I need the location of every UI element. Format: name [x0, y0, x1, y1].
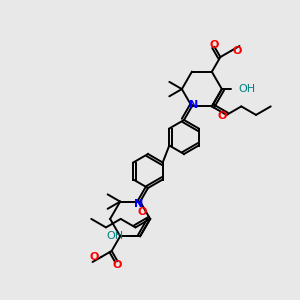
Text: O: O — [218, 111, 227, 121]
Text: N: N — [189, 100, 198, 110]
Text: N: N — [134, 199, 143, 209]
Text: O: O — [113, 260, 122, 270]
Text: O: O — [233, 46, 242, 56]
Text: O: O — [210, 40, 219, 50]
Text: OH: OH — [107, 231, 124, 241]
Text: O: O — [137, 207, 147, 217]
Text: O: O — [90, 252, 99, 262]
Text: OH: OH — [238, 84, 255, 94]
